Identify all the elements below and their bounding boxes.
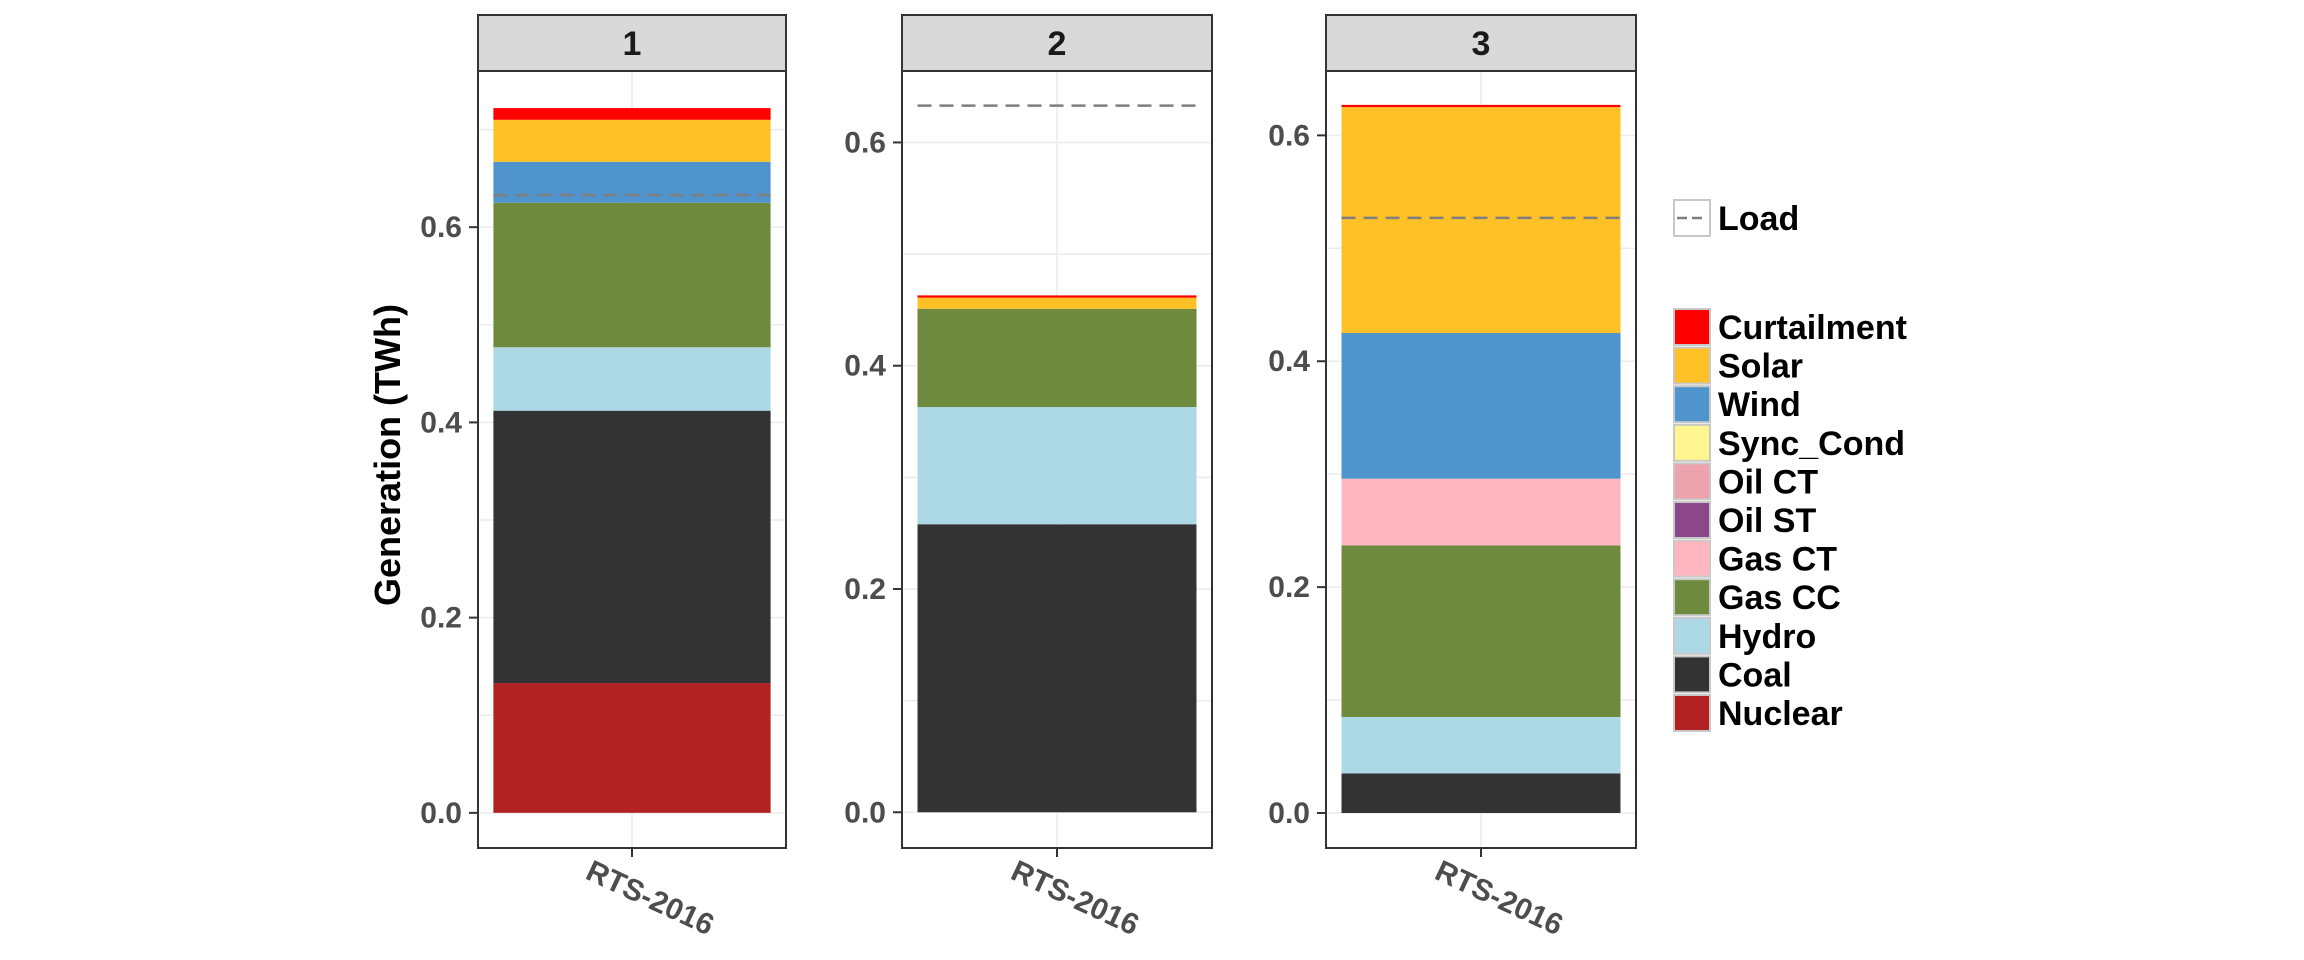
bar-segment-nuclear [493,683,771,813]
legend-key-wind [1673,385,1711,424]
bar-segment-solar [917,297,1197,309]
legend-key-oil-st [1673,501,1711,539]
facet-strip [1325,14,1637,72]
legend-key-coal [1673,655,1711,694]
bar-segment-hydro [493,347,771,411]
bar-segment-gas-cc [917,308,1197,408]
y-tick-label: 0.0 [844,796,886,829]
x-tick-label: RTS-2016 [1430,854,1568,942]
legend-key-hydro [1673,616,1711,655]
y-tick-label: 0.4 [1268,345,1310,378]
y-tick-label: 0.2 [420,602,462,635]
legend-label-curtailment: Curtailment [1718,309,1907,347]
bar-segment-gas-ct [1341,478,1621,546]
legend-key-nuclear [1673,694,1711,732]
legend-key-gas-cc [1673,578,1711,617]
legend-label-sync-cond: Sync_Cond [1718,425,1905,463]
legend-key-oil-ct [1673,462,1711,501]
legend-label-load: Load [1718,200,1799,238]
legend-key-sync-cond [1673,423,1711,462]
y-tick-label: 0.6 [1268,119,1310,152]
x-tick-label: RTS-2016 [1006,854,1144,942]
legend-label-solar: Solar [1718,348,1803,386]
facet-strip-label: 3 [1472,25,1491,63]
y-tick-label: 0.2 [1268,571,1310,604]
y-tick-label: 0.4 [420,406,462,439]
facet-strip [901,14,1213,72]
bar-segment-curtailment [917,295,1197,298]
bar-segment-solar [1341,107,1621,334]
facet-strip-label: 1 [623,25,642,63]
bar-segment-hydro [1341,716,1621,774]
legend-label-gas-cc: Gas CC [1718,579,1841,617]
bar-segment-coal [1341,773,1621,813]
x-tick-label: RTS-2016 [581,854,719,942]
legend-label-oil-ct: Oil CT [1718,463,1818,501]
legend-label-hydro: Hydro [1718,618,1816,656]
y-tick-label: 0.6 [420,211,462,244]
bar-segment-coal [493,410,771,684]
facet-strip [477,14,787,72]
panel-1: 1 0.0 0.2 0.4 0.6 RTS-2016 [420,14,787,942]
bar-segment-gas-cc [1341,545,1621,717]
bar-segment-solar [493,119,771,162]
y-tick-label: 0.6 [844,126,886,159]
legend-key-gas-ct [1673,539,1711,578]
legend-label-oil-st: Oil ST [1718,502,1816,540]
legend-label-coal: Coal [1718,656,1792,694]
facet-strip-label: 2 [1048,25,1067,63]
legend-key-solar [1673,346,1711,385]
bar-segment-wind [1341,333,1621,479]
y-tick-label: 0.0 [420,797,462,830]
legend-label-gas-ct: Gas CT [1718,541,1837,579]
panel-3: 3 0.0 0.2 0.4 0.6 RTS-2016 [1268,14,1637,942]
y-axis-label: Generation (TWh) [367,304,408,606]
legend-label-nuclear: Nuclear [1718,695,1843,733]
legend-key-curtailment [1673,308,1711,346]
bar-segment-wind [493,161,771,203]
y-tick-label: 0.4 [844,350,886,383]
legend-label-wind: Wind [1718,386,1801,424]
bar-segment-curtailment [493,108,771,120]
facet-panels: 1 0.0 0.2 0.4 0.6 RTS-2016 2 0.0 0.2 0.4 0.6 RTS-20… [420,14,1637,942]
bar-segment-coal [917,524,1197,813]
bar-segment-hydro [917,407,1197,525]
panel-2: 2 0.0 0.2 0.4 0.6 RTS-2016 [844,14,1213,942]
bar-segment-gas-cc [493,202,771,348]
y-tick-label: 0.0 [1268,797,1310,830]
y-tick-label: 0.2 [844,573,886,606]
bar-segment-curtailment [1341,104,1621,108]
